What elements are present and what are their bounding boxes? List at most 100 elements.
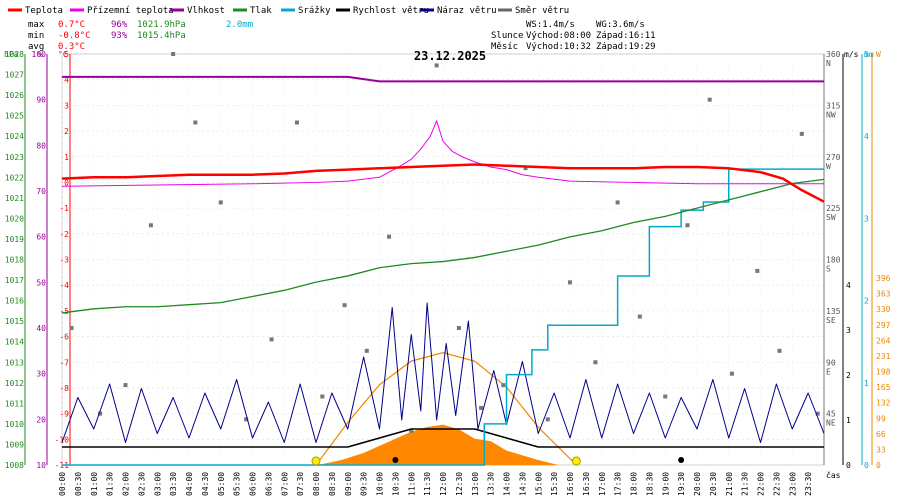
axis-hpa-tick: 1022 <box>5 173 24 182</box>
axis-hpa-tick: 1019 <box>5 235 24 244</box>
axis-pct-tick: 40 <box>36 324 46 333</box>
sunrise-marker <box>311 456 321 466</box>
series-direction-point <box>501 383 506 388</box>
axis-mm-title: mm <box>864 50 874 59</box>
axis-time-tick: 05:30 <box>233 472 242 496</box>
axis-w-tick: 396 <box>876 274 891 283</box>
legend-label-feels: Přízemní teplota <box>87 6 174 16</box>
series-humidity-line <box>62 75 824 83</box>
axis-time-tick: 10:00 <box>376 472 385 496</box>
axis-dir-tick: 45 <box>826 410 836 419</box>
axis-temp-tick: 1 <box>64 153 69 162</box>
stats-avg-label: avg <box>28 42 44 52</box>
axis-pct-tick: 20 <box>36 415 46 424</box>
axis-hpa-tick: 1025 <box>5 112 24 121</box>
axis-time-tick: 17:00 <box>598 472 607 496</box>
axis-time-tick: 09:30 <box>360 472 369 496</box>
axis-pct-tick: 100 <box>32 50 47 59</box>
axis-hpa-tick: 1013 <box>5 358 24 367</box>
axis-pct-tick: 60 <box>36 233 46 242</box>
stats-avg-temp: 0.3°C <box>58 42 85 52</box>
moonrise-marker <box>392 457 399 463</box>
series-direction-point <box>777 348 782 353</box>
axis-temp-tick: 4 <box>64 76 69 85</box>
axis-dir-compass: NW <box>826 110 836 119</box>
axis-ms-title: m/s <box>844 50 859 59</box>
axis-hpa-tick: 1012 <box>5 379 24 388</box>
axis-temp-title: °C <box>58 50 68 59</box>
axis-temp-tick: -2 <box>59 230 69 239</box>
axis-hpa-tick: 1016 <box>5 297 24 306</box>
axis-time-tick: 08:30 <box>328 472 337 496</box>
axis-dir-tick: 315 <box>826 101 841 110</box>
axis-time-tick: 03:00 <box>153 472 162 496</box>
axis-time-tick: 10:30 <box>391 472 400 496</box>
axis-mm-tick: 4 <box>864 132 869 141</box>
axis-dir-tick: 225 <box>826 204 841 213</box>
axis-mm-tick: 3 <box>864 214 869 223</box>
axis-time-tick: 11:00 <box>407 472 416 496</box>
series-direction-point <box>244 417 249 422</box>
axis-time-tick: 15:00 <box>534 472 543 496</box>
axis-time-tick: 02:00 <box>122 472 131 496</box>
axis-w-tick: 363 <box>876 290 891 299</box>
axis-w-tick: 99 <box>876 414 886 423</box>
axis-time-tick: 01:00 <box>90 472 99 496</box>
axis-time-tick: 16:00 <box>566 472 575 496</box>
series-direction-point <box>637 314 642 319</box>
series-temp-line <box>61 163 825 203</box>
series-direction-point <box>755 268 760 273</box>
axis-time-tick: 16:30 <box>582 472 591 496</box>
axis-time-tick: 03:30 <box>169 472 178 496</box>
axis-time-tick: 19:30 <box>677 472 686 496</box>
series-direction-point <box>685 223 690 228</box>
axis-time-tick: 08:00 <box>312 472 321 496</box>
series-gust-line <box>61 302 825 443</box>
series-direction-point <box>663 394 668 399</box>
series-solar-max-line <box>315 351 577 466</box>
axis-pct-tick: 80 <box>36 141 46 150</box>
series-direction-point <box>269 337 274 342</box>
axis-w-tick: 66 <box>876 430 886 439</box>
series-wind-line <box>62 428 824 448</box>
axis-hpa-tick: 1009 <box>5 440 24 449</box>
sunset-marker <box>571 456 581 466</box>
axis-time-tick: 22:00 <box>757 472 766 496</box>
axis-time-tick: 12:00 <box>439 472 448 496</box>
axis-time-title: čas <box>826 470 841 480</box>
axis-dir-compass: W <box>826 162 831 171</box>
stats-max-hum: 96% <box>111 20 128 30</box>
stats-min-hum: 93% <box>111 31 128 41</box>
legend-label-pressure: Tlak <box>250 6 272 16</box>
info-wg: WG:3.6m/s <box>596 20 645 30</box>
axis-time-tick: 06:30 <box>264 472 273 496</box>
axis-hpa-tick: 1024 <box>5 132 24 141</box>
axis-time-tick: 19:00 <box>661 472 670 496</box>
series-direction-point <box>193 120 198 125</box>
series-direction-point <box>387 234 392 239</box>
axis-hpa-tick: 1015 <box>5 317 24 326</box>
series-direction-point <box>409 428 414 433</box>
axis-w-tick: 132 <box>876 399 891 408</box>
series-feels-line <box>61 120 824 187</box>
axis-pct-tick: 90 <box>36 96 46 105</box>
series-pressure-line <box>61 178 825 314</box>
chart-legend: Teplota Přízemní teplota Vlhkost Tlak Srážky… <box>8 6 569 16</box>
series-precip-line <box>62 168 824 466</box>
axis-time-tick: 18:00 <box>630 472 639 496</box>
axis-time-tick: 23:30 <box>804 472 813 496</box>
axis-hpa-tick: 1010 <box>5 420 24 429</box>
series-direction-point <box>148 223 153 228</box>
axis-temp-tick: -8 <box>59 384 69 393</box>
axis-pct-title: % <box>38 50 43 59</box>
info-sun-rise: Východ:08:00 <box>526 31 591 41</box>
series-direction-point <box>456 326 461 330</box>
stats-max-label: max <box>28 20 45 30</box>
legend-label-precip: Srážky <box>298 6 331 16</box>
axis-pct-tick: 10 <box>36 461 46 470</box>
chart-plot-area <box>61 52 825 466</box>
axis-pct-tick: 50 <box>36 278 46 287</box>
axis-temp-tick: -5 <box>59 307 69 316</box>
chart-grid <box>61 53 825 466</box>
